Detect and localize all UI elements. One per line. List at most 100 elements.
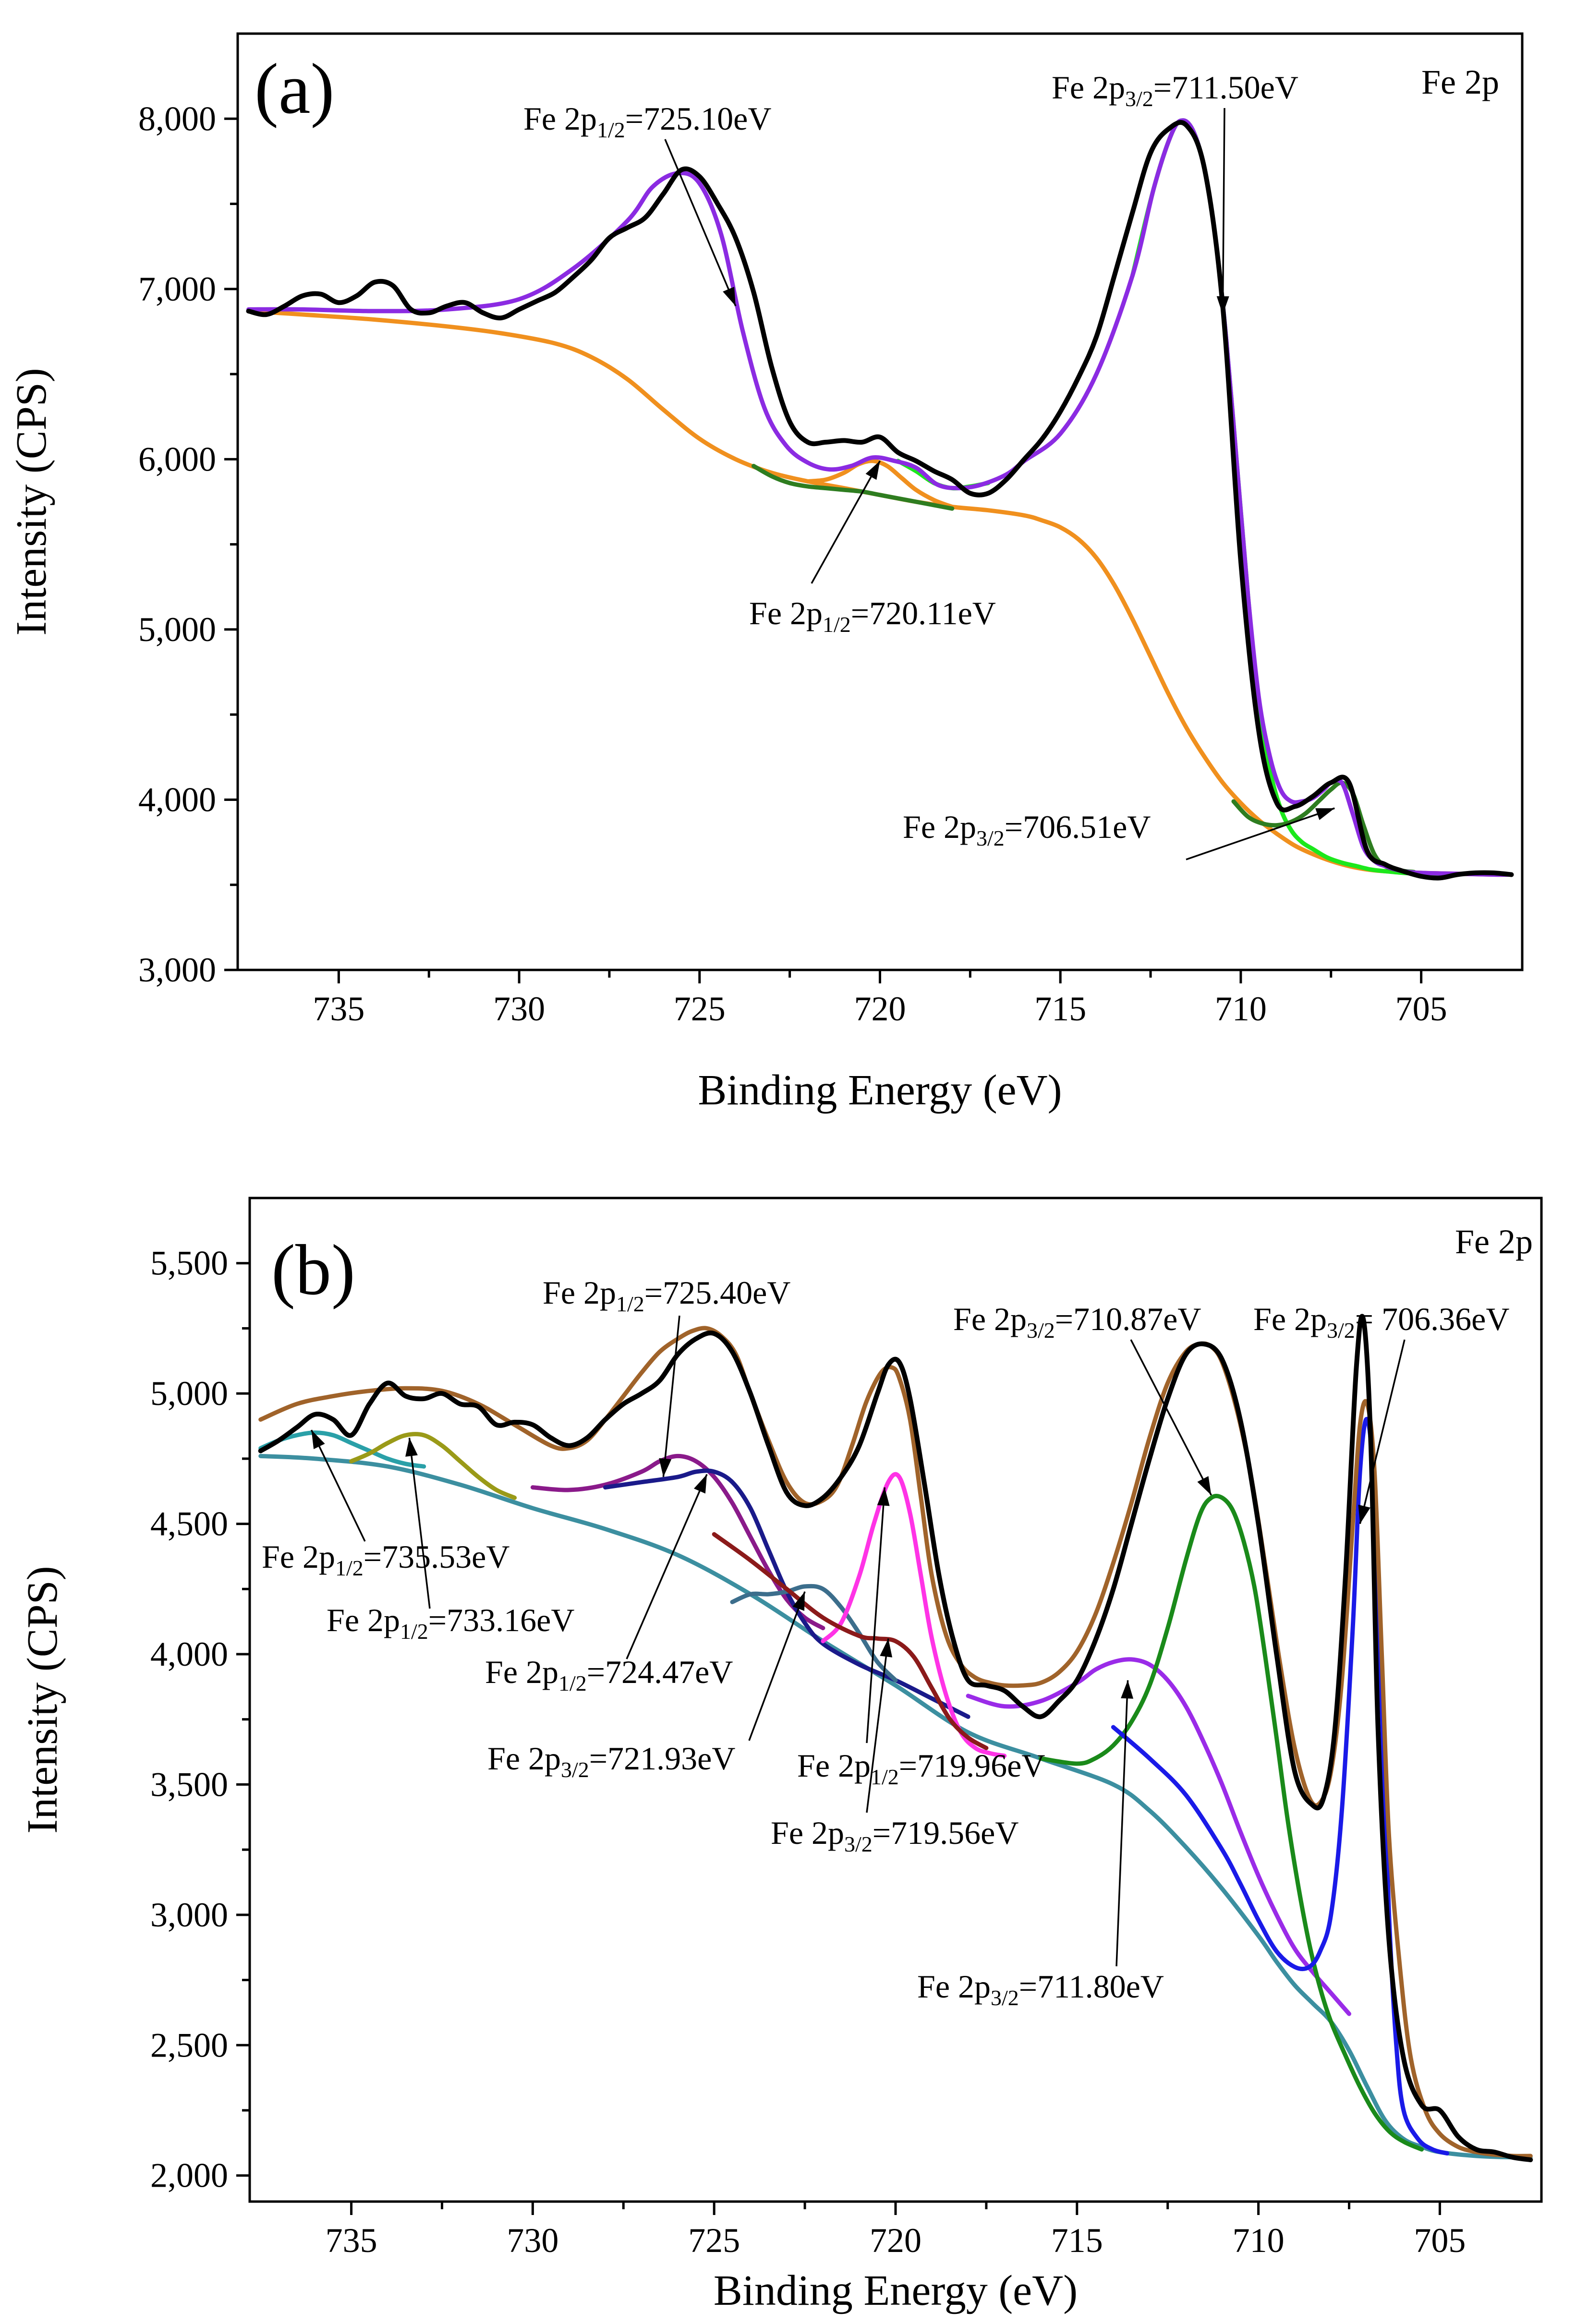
annotation-prefix: Fe 2p	[1052, 69, 1125, 106]
panel-b-x-tick-label-710: 710	[1233, 2221, 1285, 2260]
panel-a-y-tick-label-8000: 8,000	[138, 99, 216, 138]
panel-a-x-axis-title: Binding Energy (eV)	[698, 1066, 1062, 1114]
annotation-value: =720.11eV	[851, 595, 996, 631]
annotation-prefix: Fe 2p	[797, 1747, 871, 1784]
panel-b-y-tick-label-5000: 5,000	[150, 1374, 228, 1413]
annotation-value: =711.50eV	[1153, 69, 1298, 106]
panel-b-leader-line	[1359, 1339, 1406, 1524]
annotation-value: =719.56eV	[873, 1815, 1019, 1851]
panel-a-x-tick-label-715: 715	[1034, 990, 1086, 1028]
panel-a-x-tick-label-710: 710	[1215, 990, 1267, 1028]
panel-b-arrowhead	[1121, 1680, 1134, 1699]
panel-b-y-tick-label-5500: 5,500	[150, 1244, 228, 1283]
annotation-value: =724.47eV	[587, 1654, 733, 1690]
panel-b-y-tick-label-3500: 3,500	[150, 1765, 228, 1804]
panel-b-peak-annotation: Fe 2p1/2=725.40eV	[543, 1274, 790, 1316]
panel-b-x-tick-label-715: 715	[1051, 2221, 1103, 2260]
panel-b-arrowhead	[311, 1430, 325, 1449]
panel-b-leader-line	[626, 1474, 708, 1659]
panel-b-leader-line	[310, 1429, 366, 1542]
annotation-subscript: 3/2	[991, 1985, 1019, 2010]
annotation-subscript: 3/2	[976, 826, 1005, 850]
annotation-subscript: 3/2	[844, 1832, 873, 1856]
panel-b-peak-annotation: Fe 2p1/2=719.96eV	[797, 1747, 1045, 1789]
panel-a-corner-label: Fe 2p	[1421, 63, 1499, 101]
annotation-prefix: Fe 2p	[485, 1654, 558, 1690]
panel-b-peak-annotation: Fe 2p1/2=733.16eV	[327, 1602, 574, 1644]
panel-a-x-tick-label-705: 705	[1395, 990, 1447, 1028]
panel-b-corner-label: Fe 2p	[1455, 1223, 1533, 1261]
annotation-value: =719.96eV	[899, 1747, 1045, 1784]
annotation-prefix: Fe 2p	[953, 1301, 1027, 1337]
panel-b-y-tick-label-2000: 2,000	[150, 2156, 228, 2195]
annotation-prefix: Fe 2p	[523, 100, 597, 137]
annotation-value: =721.93eV	[589, 1740, 736, 1777]
annotation-subscript: 3/2	[1327, 1318, 1355, 1343]
panel-b-series-peak-735-53-ev	[258, 1430, 426, 1469]
panel-a-y-axis-title: Intensity (CPS)	[8, 368, 55, 636]
panel-a-y-tick-label-7000: 7,000	[138, 270, 216, 308]
panel-b-leader-line	[866, 1487, 886, 1743]
panel-b-ticks: 735 730 725 720 715 710 705 2,000 2,500 3,000 3,50…	[150, 1244, 1466, 2260]
annotation-subscript: 3/2	[1125, 86, 1153, 111]
panel-b-series-raw	[258, 1314, 1533, 2163]
annotation-subscript: 1/2	[616, 1292, 644, 1316]
panel-a-arrowhead	[1315, 808, 1335, 820]
panel-a-x-tick-label-720: 720	[854, 990, 906, 1028]
panel-b-leader-line	[1115, 1680, 1129, 1967]
panel-a-y-tick-label-4000: 4,000	[138, 780, 216, 819]
panel-b-y-axis-title: Intensity (CPS)	[19, 1566, 66, 1834]
panel-b-arrowhead	[1197, 1476, 1212, 1495]
annotation-prefix: Fe 2p	[543, 1274, 616, 1311]
panel-a-plot-frame	[236, 32, 1524, 971]
annotation-subscript: 1/2	[597, 118, 625, 142]
annotation-subscript: 1/2	[871, 1765, 899, 1789]
panel-a-letter: (a)	[255, 49, 334, 129]
panel-b-arrowhead	[659, 1458, 672, 1477]
annotation-value: =706.51eV	[1005, 809, 1151, 845]
panel-a-peak-annotation: Fe 2p1/2=725.10eV	[523, 100, 771, 142]
panel-b-series-background	[258, 1453, 1533, 2160]
panel-a-arrowhead	[865, 460, 880, 480]
panel-a-leader-line	[1222, 108, 1225, 315]
panel-a-y-tick-label-5000: 5,000	[138, 610, 216, 649]
panel-a-x-tick-label-735: 735	[313, 990, 364, 1028]
annotation-subscript: 3/2	[1027, 1318, 1055, 1343]
panel-b-y-tick-label-4000: 4,000	[150, 1635, 228, 1673]
panel-b-leader-line	[866, 1638, 889, 1813]
panel-a-leader-line	[664, 139, 737, 306]
panel-b-peak-annotation: Fe 2p3/2=711.80eV	[917, 1968, 1164, 2010]
panel-b-leader-line	[662, 1315, 680, 1477]
panel-b-x-axis-title: Binding Energy (eV)	[714, 2267, 1078, 2314]
panel-a-curves	[246, 118, 1514, 881]
annotation-prefix: Fe 2p	[1253, 1301, 1327, 1337]
panel-b-arrowhead	[1358, 1504, 1370, 1524]
panel-b-series-peak-719-56-ev	[712, 1532, 989, 1750]
annotation-prefix: Fe 2p	[749, 595, 823, 631]
panel-a-ticks: 735 730 725 720 715 710 705 3,000 4,000 5,000 6,00…	[138, 99, 1447, 1028]
panel-a-peak-annotation: Fe 2p3/2=706.51eV	[903, 809, 1151, 850]
panel-b-leader-line	[408, 1438, 431, 1609]
panel-b-arrowhead	[694, 1474, 707, 1494]
panel-b-x-tick-label-705: 705	[1414, 2221, 1466, 2260]
panel-b-arrowhead	[792, 1591, 805, 1611]
panel-a-peak-annotation: Fe 2p3/2=711.50eV	[1052, 69, 1298, 111]
panel-b-series-peak-721-93-ev	[730, 1584, 898, 1682]
panel-b-arrowhead	[405, 1438, 418, 1457]
annotation-value: =735.53eV	[364, 1538, 510, 1575]
panel-a-leader-line	[1186, 807, 1335, 860]
panel-b-curves	[258, 1314, 1533, 2163]
annotation-value: =733.16eV	[428, 1602, 575, 1638]
panel-b-series-peak-733-16-ev	[349, 1432, 517, 1500]
annotation-value: =711.80eV	[1019, 1968, 1164, 2005]
annotation-subscript: 3/2	[561, 1757, 589, 1782]
panel-a-arrowhead	[723, 287, 736, 306]
panel-b-peak-annotation: Fe 2p1/2=735.53eV	[262, 1538, 509, 1580]
annotation-value: =725.10eV	[625, 100, 772, 137]
annotation-prefix: Fe 2p	[771, 1815, 844, 1851]
annotation-prefix: Fe 2p	[487, 1740, 561, 1777]
panel-b-arrowhead	[880, 1638, 893, 1658]
panel-b-x-tick-label-725: 725	[688, 2221, 740, 2260]
